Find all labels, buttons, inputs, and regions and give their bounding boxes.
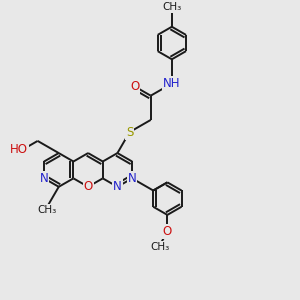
Text: HO: HO bbox=[10, 143, 28, 156]
Text: O: O bbox=[83, 180, 93, 193]
Text: O: O bbox=[130, 80, 140, 93]
Text: CH₃: CH₃ bbox=[37, 205, 56, 215]
Text: N: N bbox=[40, 172, 49, 185]
Text: N: N bbox=[113, 180, 122, 193]
Text: N: N bbox=[128, 172, 136, 185]
Text: NH: NH bbox=[163, 77, 181, 90]
Text: S: S bbox=[126, 126, 133, 139]
Text: CH₃: CH₃ bbox=[150, 242, 170, 252]
Text: CH₃: CH₃ bbox=[162, 2, 182, 12]
Text: O: O bbox=[163, 225, 172, 239]
